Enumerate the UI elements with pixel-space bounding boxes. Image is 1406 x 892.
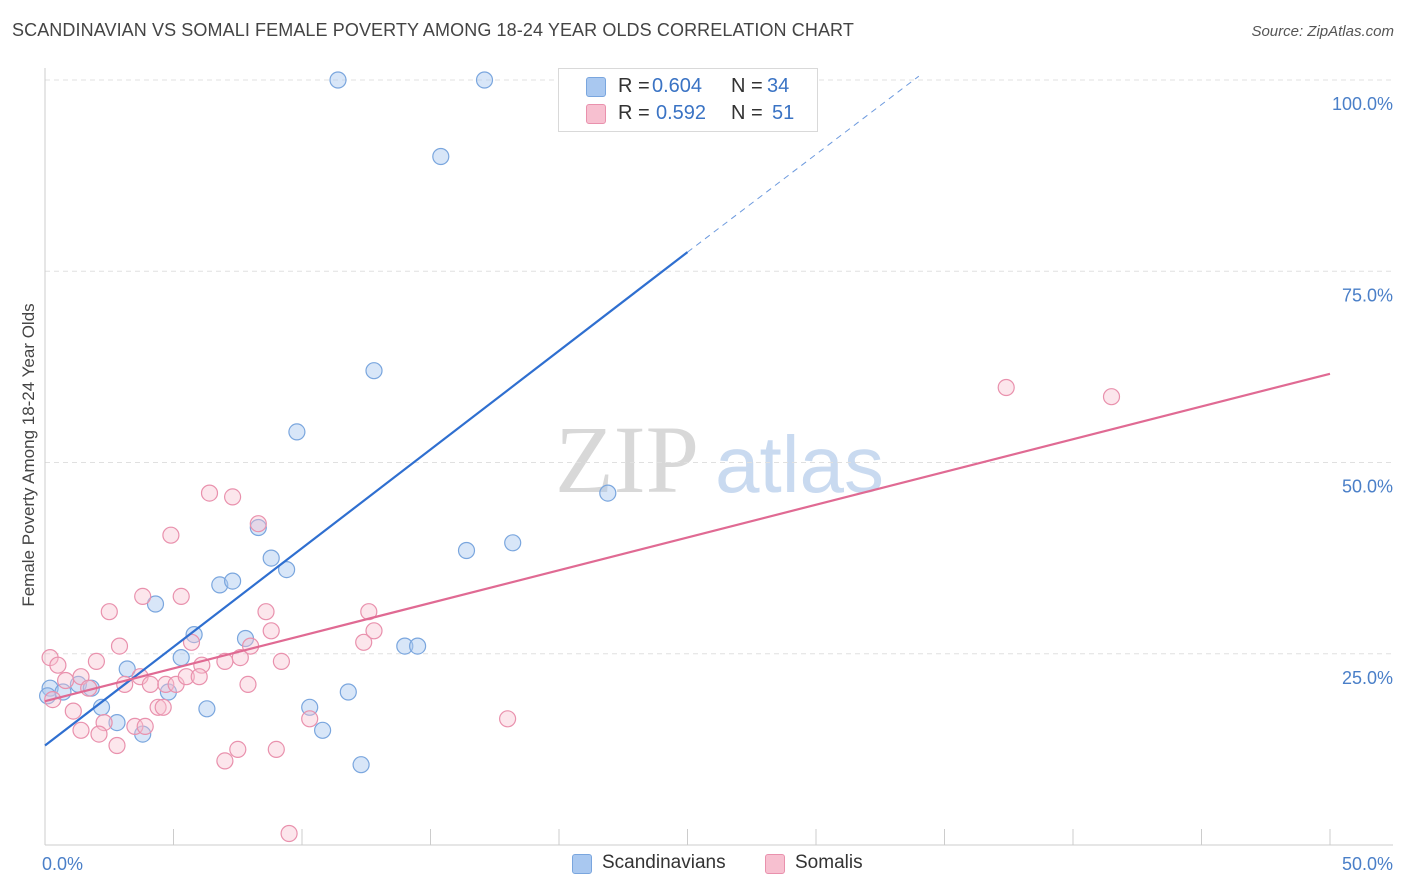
axes — [44, 68, 1393, 846]
source-label: Source: ZipAtlas.com — [1251, 23, 1394, 40]
data-point — [365, 622, 383, 640]
trend-line-scandinavians — [44, 251, 689, 747]
data-point — [190, 668, 208, 686]
chart-title: SCANDINAVIAN VS SOMALI FEMALE POVERTY AM… — [12, 20, 854, 40]
data-point — [64, 702, 82, 720]
data-point — [280, 824, 298, 843]
legend-row-somalis: R = 0.592 N = 51 — [559, 102, 817, 128]
data-point — [134, 587, 152, 606]
legend-swatch-scandinavians — [586, 77, 606, 97]
y-tick-label: 75.0% — [1342, 285, 1393, 305]
legend-r-label: R = — [618, 75, 650, 97]
watermark-atlas: atlas — [715, 420, 884, 509]
data-point — [352, 756, 370, 774]
trend-lines — [44, 75, 1331, 747]
data-point — [262, 622, 280, 640]
x-tick-label: 0.0% — [42, 854, 83, 874]
legend-n-value: 51 — [772, 102, 795, 124]
data-point — [56, 671, 75, 690]
data-point — [216, 752, 234, 770]
data-point — [262, 549, 280, 567]
data-point — [87, 652, 106, 671]
data-point — [141, 675, 159, 694]
data-point — [224, 488, 242, 506]
watermark-zip: ZIP — [555, 406, 699, 513]
data-point — [198, 700, 216, 718]
bottom-legend-swatch-somalis — [765, 854, 785, 874]
trend-extension-scandinavians — [687, 75, 920, 253]
data-point — [200, 484, 219, 502]
data-point — [409, 637, 427, 655]
data-point — [504, 534, 522, 552]
watermark: ZIP atlas — [555, 406, 884, 513]
data-point — [172, 587, 190, 606]
legend-r-value: 0.604 — [652, 75, 703, 97]
data-point — [1102, 388, 1121, 406]
data-point — [355, 633, 373, 651]
data-point — [211, 576, 229, 594]
x-tick-label: 50.0% — [1342, 854, 1393, 874]
legend-r-label: R = — [618, 102, 650, 124]
legend-n-value: 34 — [767, 75, 790, 97]
data-point — [278, 560, 296, 579]
data-point — [100, 603, 118, 621]
legend-n-label: N = — [731, 102, 763, 124]
data-point — [499, 710, 517, 728]
data-point — [314, 721, 332, 739]
data-point — [231, 648, 249, 667]
data-point — [432, 147, 450, 166]
data-point — [49, 656, 67, 674]
data-point — [224, 572, 242, 590]
trend-line-somalis — [44, 372, 1331, 703]
data-point — [475, 71, 494, 89]
series-scandinavians — [38, 71, 617, 774]
data-point — [599, 484, 617, 502]
data-points — [38, 71, 1121, 843]
data-point — [177, 668, 195, 686]
data-point — [108, 713, 126, 732]
legend-n-label: N = — [731, 75, 763, 97]
bottom-legend-label: Somalis — [795, 852, 863, 873]
data-point — [396, 637, 414, 655]
data-point — [108, 736, 126, 755]
data-point — [154, 698, 172, 716]
data-point — [239, 675, 257, 694]
data-point — [329, 71, 347, 89]
data-point — [162, 526, 180, 544]
data-point — [110, 637, 129, 655]
data-point — [339, 683, 357, 701]
y-axis-label: Female Poverty Among 18-24 Year Olds — [19, 303, 38, 606]
data-point — [272, 652, 290, 671]
data-point — [72, 721, 90, 739]
data-point — [997, 378, 1015, 397]
data-point — [267, 740, 285, 759]
gridlines — [45, 79, 1393, 655]
data-point — [172, 648, 190, 667]
y-tick-label: 25.0% — [1342, 668, 1393, 688]
data-point — [149, 698, 167, 716]
axis-labels: Female Poverty Among 18-24 Year Olds 25.… — [19, 94, 1393, 874]
data-point — [229, 740, 247, 759]
data-point — [242, 637, 260, 655]
series-somalis — [41, 378, 1121, 843]
data-point — [365, 362, 383, 380]
y-tick-label: 100.0% — [1332, 94, 1393, 114]
data-point — [90, 725, 108, 743]
legend-swatch-somalis — [586, 104, 606, 124]
data-point — [249, 518, 267, 537]
data-point — [257, 603, 275, 621]
legend-row-scandinavians: R = 0.604 N = 34 — [559, 75, 817, 101]
legend: R = 0.604 N = 34 R = 0.592 N = 51 — [558, 68, 818, 132]
legend-r-value: 0.592 — [656, 102, 707, 124]
y-tick-label: 50.0% — [1342, 477, 1393, 497]
data-point — [457, 541, 476, 560]
bottom-legend-label: Scandinavians — [602, 852, 726, 873]
bottom-legend-swatch-scandinavians — [572, 854, 592, 874]
data-point — [136, 717, 154, 736]
data-point — [288, 423, 306, 441]
data-point — [301, 710, 319, 728]
data-point — [249, 515, 267, 533]
data-point — [146, 595, 165, 613]
